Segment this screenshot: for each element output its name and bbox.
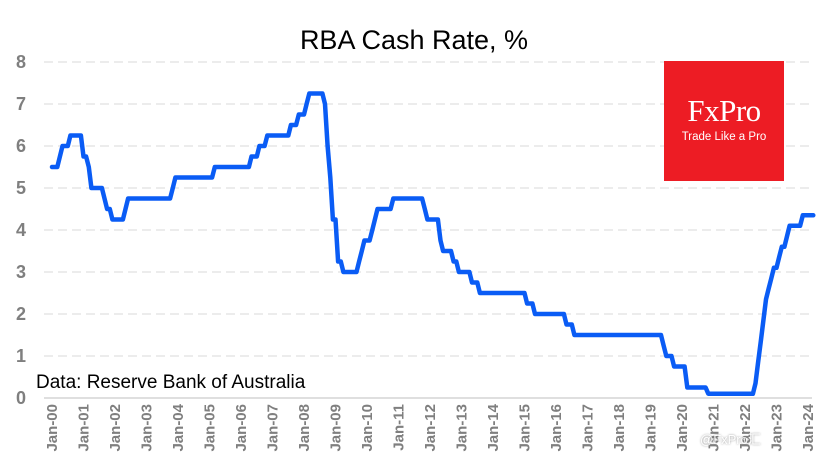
y-tick-label: 1 bbox=[16, 346, 26, 366]
x-tick-label: Jan-24 bbox=[800, 403, 817, 451]
y-tick-label: 7 bbox=[16, 94, 26, 114]
y-tick-label: 2 bbox=[16, 304, 26, 324]
x-tick-label: Jan-11 bbox=[391, 404, 408, 451]
x-tick-label: Jan-02 bbox=[107, 404, 124, 452]
source-note: Data: Reserve Bank of Australia bbox=[36, 372, 306, 393]
x-tick-label: Jan-18 bbox=[611, 404, 628, 452]
x-tick-label: Jan-01 bbox=[76, 404, 93, 452]
logo-tagline: Trade Like a Pro bbox=[681, 131, 767, 143]
y-tick-label: 5 bbox=[16, 178, 26, 198]
x-tick-label: Jan-05 bbox=[202, 404, 219, 452]
x-tick-label: Jan-00 bbox=[44, 404, 61, 452]
x-tick-label: Jan-23 bbox=[769, 404, 786, 452]
y-tick-label: 3 bbox=[16, 262, 26, 282]
y-tick-label: 8 bbox=[16, 52, 26, 72]
x-tick-label: Jan-19 bbox=[643, 404, 660, 452]
x-tick-label: Jan-17 bbox=[580, 404, 597, 452]
logo-brand-text: FxPro bbox=[687, 93, 761, 128]
y-tick-label: 4 bbox=[16, 220, 26, 240]
x-tick-label: Jan-15 bbox=[517, 404, 534, 452]
x-tick-label: Jan-04 bbox=[170, 403, 187, 451]
x-tick-label: Jan-12 bbox=[422, 404, 439, 452]
y-tick-label: 0 bbox=[16, 388, 26, 408]
x-tick-label: Jan-14 bbox=[485, 403, 502, 451]
series-line-cash-rate bbox=[49, 91, 816, 397]
x-tick-label: Jan-13 bbox=[454, 404, 471, 452]
chart-title: RBA Cash Rate, % bbox=[300, 25, 528, 55]
y-tick-label: 6 bbox=[16, 136, 26, 156]
x-tick-label: Jan-21 bbox=[706, 404, 723, 452]
y-axis-tick-labels: 0 1 2 3 4 5 6 7 8 bbox=[16, 52, 26, 408]
x-axis-tick-labels: Jan-00 Jan-01 Jan-02 Jan-03 Jan-04 Jan-05 Jan-… bbox=[44, 403, 817, 451]
watermark-text: @FxPro汇 bbox=[700, 432, 761, 447]
x-tick-label: Jan-03 bbox=[139, 404, 156, 452]
x-tick-label: Jan-07 bbox=[265, 404, 282, 452]
x-tick-label: Jan-08 bbox=[296, 404, 313, 452]
x-tick-label: Jan-20 bbox=[674, 404, 691, 452]
fxpro-logo: FxPro Trade Like a Pro bbox=[664, 61, 784, 181]
x-tick-label: Jan-22 bbox=[737, 404, 754, 452]
x-tick-label: Jan-09 bbox=[328, 404, 345, 452]
x-tick-label: Jan-16 bbox=[548, 404, 565, 452]
x-tick-label: Jan-10 bbox=[359, 404, 376, 452]
x-tick-label: Jan-06 bbox=[233, 404, 250, 452]
